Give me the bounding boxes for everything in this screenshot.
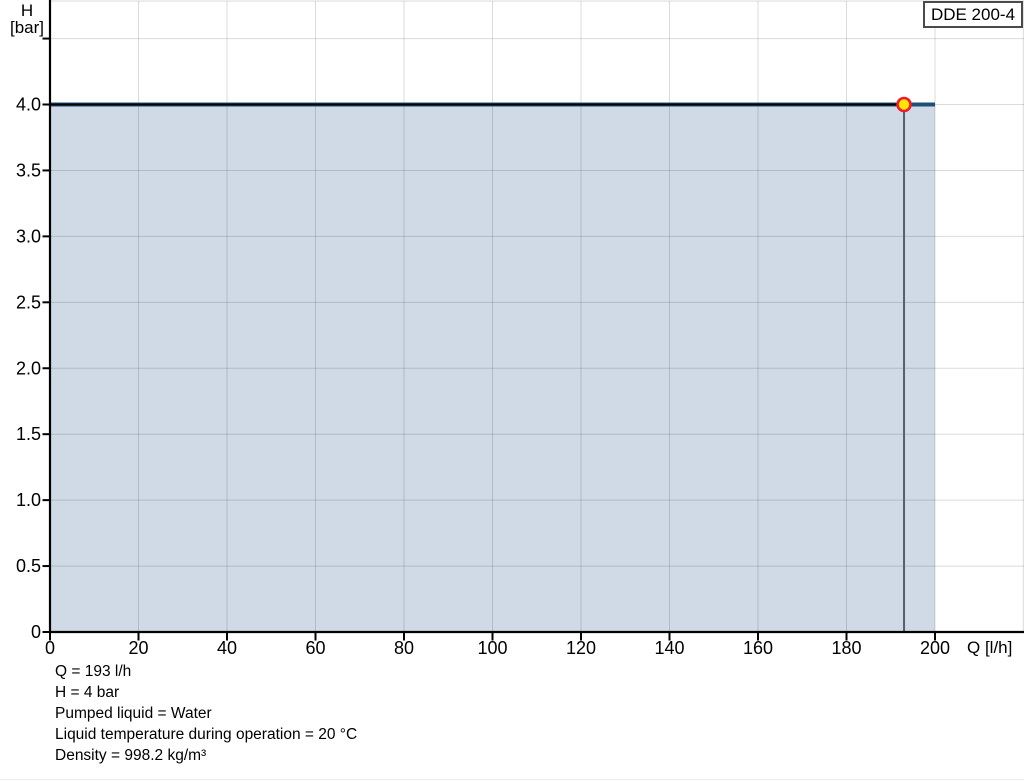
x-tick-label: 80 [394,638,414,658]
x-tick-label: 20 [128,638,148,658]
condition-liquid-temperature: Liquid temperature during operation = 20… [55,726,358,743]
y-axis-title: H [bar] [5,2,49,36]
x-tick-label: 100 [477,638,507,658]
legend-series-label: DDE 200-4 [930,4,1016,24]
y-tick-label: 3.0 [16,226,41,246]
x-tick-label: 60 [305,638,325,658]
y-tick-label: 1.0 [16,490,41,510]
y-tick-label: 3.5 [16,160,41,180]
y-tick-label: 2.0 [16,358,41,378]
condition-head: H = 4 bar [55,684,120,701]
y-tick-label: 2.5 [16,292,41,312]
x-tick-label: 0 [45,638,55,658]
legend-box: DDE 200-4 [923,1,1023,28]
operating-area-fill [50,104,935,632]
x-tick-label: 40 [217,638,237,658]
y-tick-label: 0 [31,622,41,642]
operating-conditions: Q = 193 l/h H = 4 bar Pumped liquid = Wa… [55,661,357,766]
x-tick-label: 200 [920,638,950,658]
condition-density: Density = 998.2 kg/m³ [55,747,207,764]
y-axis-title-symbol: H [20,1,34,20]
x-tick-label: 120 [566,638,596,658]
y-tick-label: 1.5 [16,424,41,444]
x-tick-label: 180 [831,638,861,658]
x-tick-label: 140 [654,638,684,658]
condition-flow: Q = 193 l/h [55,663,132,680]
y-tick-label: 4.0 [16,95,41,115]
x-axis-title: Q [l/h] [967,638,1013,657]
chart-canvas: 0 20 40 60 80 100 120 140 160 180 200 0 0.5 1.0 1.5 2.0… [16,0,1024,658]
condition-pumped-liquid: Pumped liquid = Water [55,705,212,722]
duty-point-marker[interactable] [896,96,912,113]
y-axis-title-unit: [bar] [9,18,45,37]
page-bottom-divider [0,779,1024,780]
x-tick-label: 160 [743,638,773,658]
y-tick-label: 0.5 [16,556,41,576]
